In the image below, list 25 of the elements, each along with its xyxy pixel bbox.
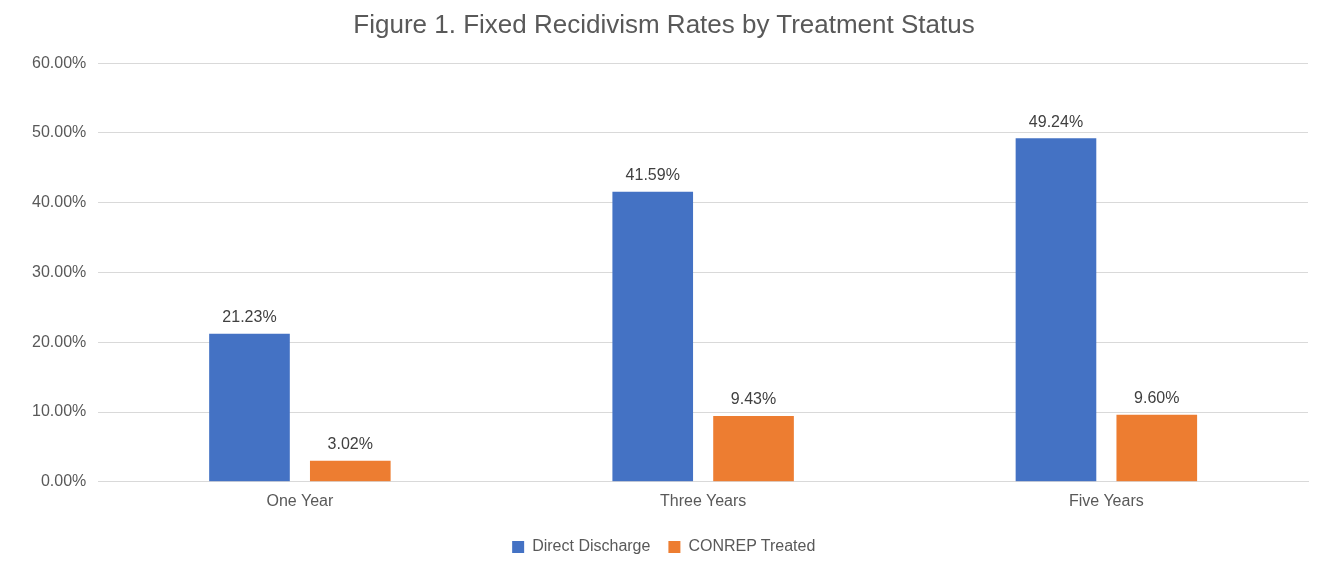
y-tick-label: 10.00% [32,402,87,420]
x-tick-label: Five Years [1069,491,1144,509]
y-tick-label: 50.00% [32,123,87,141]
y-tick-label: 30.00% [32,262,87,280]
bar [1015,138,1097,482]
bar [612,191,694,482]
legend-label: CONREP Treated [688,537,816,555]
data-label: 21.23% [222,308,277,326]
legend-label: Direct Discharge [532,537,651,555]
bar [713,416,794,482]
x-tick-label: One Year [266,491,334,509]
data-label: 49.24% [1028,112,1084,130]
y-tick-label: 0.00% [40,472,87,490]
y-tick-label: 20.00% [32,332,87,350]
data-label: 41.59% [625,166,680,184]
data-label: 9.60% [1134,389,1180,407]
bar [309,460,391,482]
x-tick-label: Three Years [659,491,747,509]
data-label: 9.43% [730,390,777,408]
bar [1116,414,1198,482]
bar [209,333,290,482]
y-tick-label: 60.00% [32,53,87,71]
y-tick-label: 40.00% [32,193,87,211]
chart-title: Figure 1. Fixed Recidivism Rates by Treatment Status [353,8,975,39]
data-label: 3.02% [327,435,373,453]
